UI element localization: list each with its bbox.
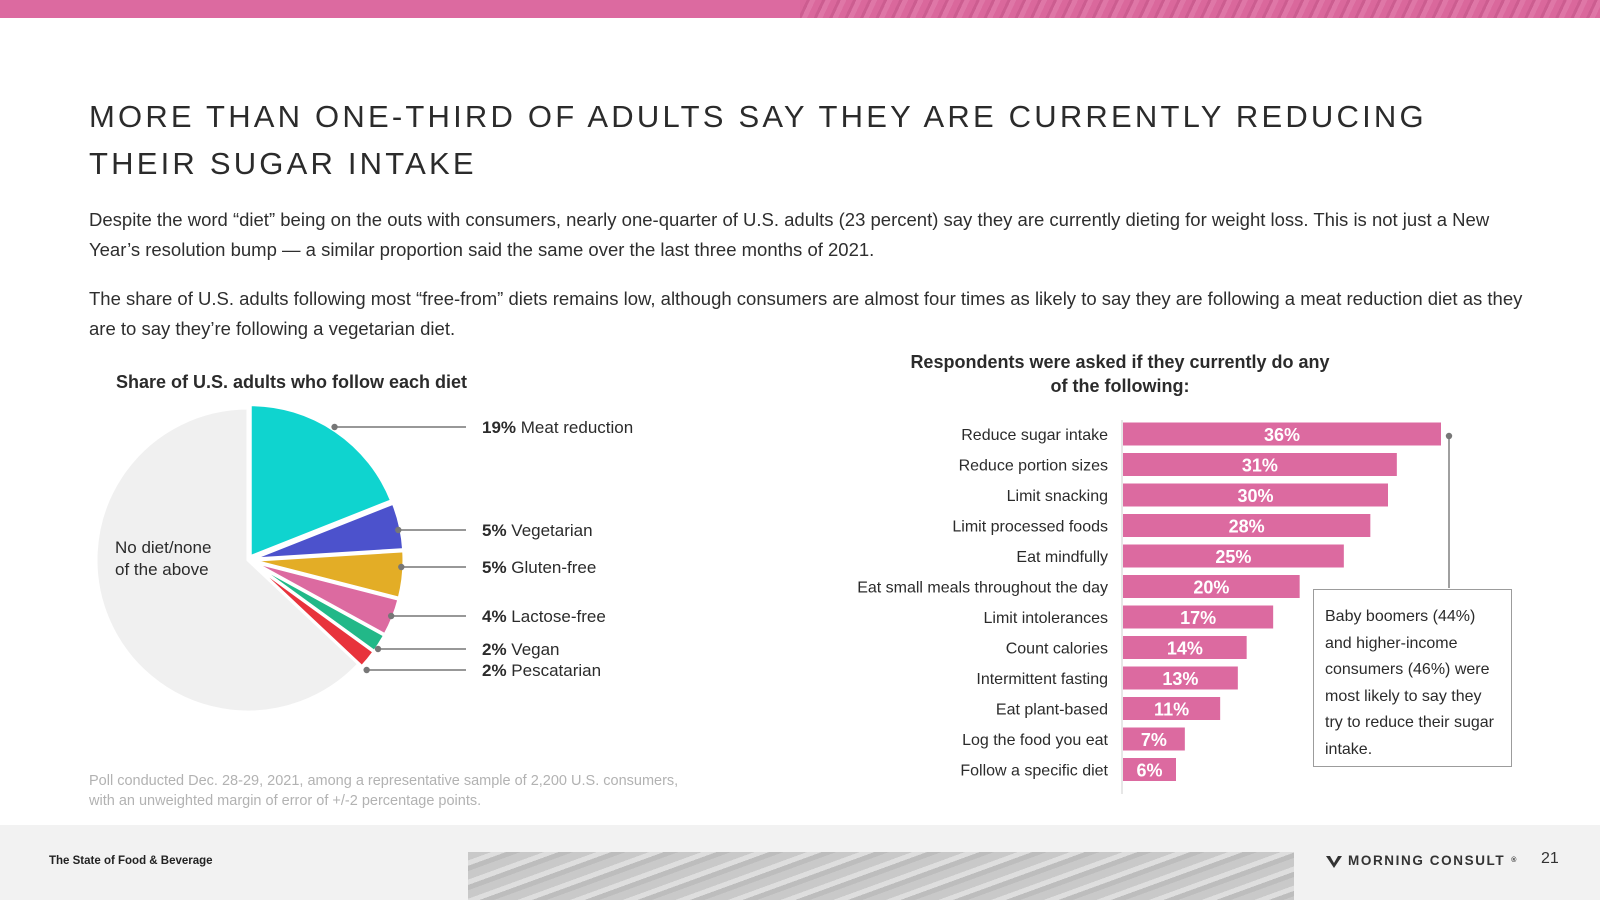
pie-remainder-label-line2: of the above [115,560,209,579]
bar-value-limit-snacking: 30% [1237,486,1273,506]
bar-value-eat-plant-based: 11% [1154,700,1189,720]
bar-chart: Reduce sugar intake 36% Reduce portion siz… [857,420,1453,794]
pie-remainder-label-line1: No diet/none [115,538,211,557]
pie-label-meat-reduction: 19% Meat reduction [482,418,633,437]
bar-follow-a-specific-diet [1123,758,1176,781]
bar-value-eat-small-meals-throughout-the-day: 20% [1193,578,1229,598]
bar-category-limit-processed-foods: Limit processed foods [952,519,1108,536]
bar-chart-title: Respondents were asked if they currently… [910,352,1330,396]
pie-category-vegetarian: Vegetarian [511,521,592,540]
bar-category-reduce-sugar-intake: Reduce sugar intake [961,427,1108,444]
brand-mark: ® [1511,857,1519,864]
bar-value-reduce-portion-sizes: 31% [1242,456,1278,476]
bar-value-limit-processed-foods: 28% [1229,517,1265,537]
footer-pattern [468,852,1294,900]
bar-value-follow-a-specific-diet: 6% [1136,761,1162,781]
pie-label-gluten-free: 5% Gluten-free [482,558,596,577]
bar-category-count-calories: Count calories [1006,641,1108,658]
pie-category-pescatarian: Pescatarian [511,661,601,680]
bar-limit-intolerances [1123,605,1274,629]
pie-value-pescatarian: 2% [482,661,511,680]
bar-category-limit-snacking: Limit snacking [1007,488,1108,505]
bar-value-count-calories: 14% [1167,639,1203,659]
bar-category-log-the-food-you-eat: Log the food you eat [962,732,1108,749]
callout-box: Baby boomers (44%) and higher-income con… [1313,589,1512,767]
pie-slice-pescatarian [250,561,377,669]
pie-value-meat-reduction: 19% [482,418,521,437]
bar-category-eat-mindfully: Eat mindfully [1016,549,1108,566]
page-number: 21 [1541,850,1559,867]
pie-label-pescatarian: 2% Pescatarian [482,661,601,680]
pie-leader-dot-vegetarian [395,526,402,534]
bar-category-follow-a-specific-diet: Follow a specific diet [960,763,1108,780]
bar-value-eat-mindfully: 25% [1215,547,1251,567]
pie-label-vegetarian: 5% Vegetarian [482,521,593,540]
bar-category-limit-intolerances: Limit intolerances [984,610,1109,627]
pie-label-vegan: 2% Vegan [482,640,560,659]
bar-count-calories [1123,636,1247,659]
bar-reduce-portion-sizes [1123,453,1397,476]
bar-log-the-food-you-eat [1123,727,1185,751]
report-title: The State of Food & Beverage [49,855,213,867]
pie-category-lactose-free: Lactose-free [511,607,606,626]
bar-eat-plant-based [1123,697,1221,720]
brand-name: MORNING CONSULT [1348,853,1506,868]
pie-value-vegetarian: 5% [482,521,511,540]
intro-paragraph-1: Despite the word “diet” being on the out… [89,209,1490,260]
bar-value-limit-intolerances: 17% [1180,608,1216,628]
bar-eat-mindfully [1123,544,1344,568]
bar-reduce-sugar-intake [1123,422,1441,446]
pie-category-gluten-free: Gluten-free [511,558,596,577]
pie-label-lactose-free: 4% Lactose-free [482,607,606,626]
pie-slice-meat-reduction [248,403,394,559]
pie-value-gluten-free: 5% [482,558,511,577]
footer: The State of Food & Beverage MORNING CON… [0,825,1600,900]
bar-category-eat-small-meals-throughout-the-day: Eat small meals throughout the day [857,580,1108,597]
pie-leader-dot-pescatarian [363,666,370,674]
bar-category-intermittent-fasting: Intermittent fasting [976,671,1108,688]
top-accent-bar [0,0,1600,18]
pie-category-vegan: Vegan [511,640,559,659]
morning-consult-logo-icon [1326,855,1342,868]
bar-intermittent-fasting [1123,666,1238,690]
bar-category-reduce-portion-sizes: Reduce portion sizes [959,458,1108,475]
bar-limit-processed-foods [1123,514,1371,537]
pie-chart-title: Share of U.S. adults who follow each die… [116,372,468,392]
bar-value-intermittent-fasting: 13% [1162,669,1198,689]
bar-category-eat-plant-based: Eat plant-based [996,702,1108,719]
pie-value-lactose-free: 4% [482,607,511,626]
top-pattern [800,0,1600,18]
pie-leader-dot-lactose-free [387,612,395,620]
pie-category-meat-reduction: Meat reduction [521,418,633,437]
page-title: MORE THAN ONE-THIRD OF ADULTS SAY THEY A… [89,99,1427,181]
brand: MORNING CONSULT ® [1326,853,1518,868]
pie-value-vegan: 2% [482,640,511,659]
bar-value-reduce-sugar-intake: 36% [1264,425,1300,445]
intro-paragraph-2: The share of U.S. adults following most … [89,288,1523,339]
methodology-note: Poll conducted Dec. 28-29, 2021, among a… [89,773,679,809]
pie-slice-no-diet-none-of-the-above [94,406,361,714]
bar-eat-small-meals-throughout-the-day [1123,575,1300,598]
bar-value-log-the-food-you-eat: 7% [1141,730,1167,750]
bar-limit-snacking [1123,483,1388,507]
